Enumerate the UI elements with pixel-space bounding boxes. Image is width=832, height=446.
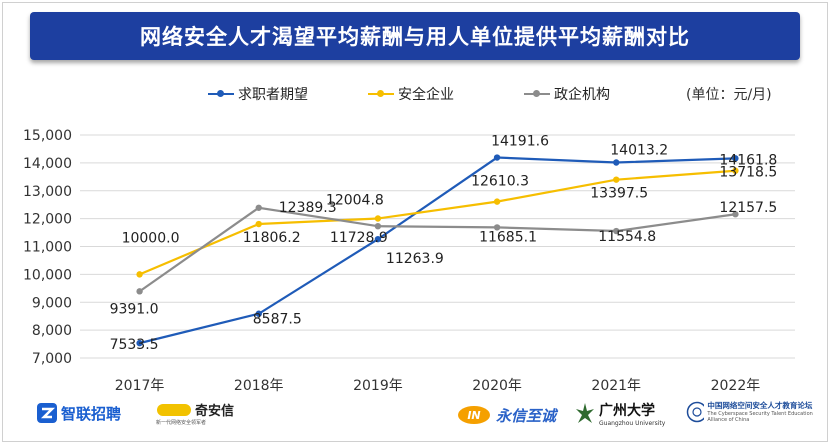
legend-item-enterprise: 安全企业 (368, 84, 454, 104)
legend-marker-government (524, 90, 550, 97)
y-tick-label: 15,000 (23, 128, 72, 144)
data-point (136, 288, 143, 295)
alliance-logo: 中国网络空间安全人才教育论坛 The Cyberspace Security T… (686, 400, 832, 423)
data-point (732, 211, 739, 218)
data-label: 11263.9 (386, 251, 444, 267)
data-point (374, 215, 382, 222)
data-point (255, 204, 262, 211)
data-point (136, 339, 143, 347)
svg-text:IN: IN (467, 409, 480, 422)
data-point (732, 167, 739, 174)
data-label: 9391.0 (110, 301, 159, 317)
data-label: 13397.5 (590, 186, 648, 202)
data-label: 14161.8 (719, 152, 777, 168)
yongxin-logo-text: 永信至诚 (496, 406, 557, 425)
data-label: 10000.0 (122, 230, 180, 246)
y-tick-label: 7,000 (32, 351, 72, 367)
series-line (138, 206, 736, 293)
data-point (493, 198, 501, 205)
legend-item-government: 政企机构 (524, 84, 610, 104)
qianxin-logo-icon (157, 403, 191, 416)
x-tick-label: 2021年 (591, 378, 641, 394)
legend-marker-jobseeker (208, 90, 234, 97)
gzu-logo-subtitle: Guangzhou University (599, 420, 666, 427)
legend-label-jobseeker: 求职者期望 (238, 87, 308, 103)
data-point (732, 155, 739, 162)
series-line (139, 169, 736, 276)
data-label: 11728.9 (330, 230, 388, 246)
y-tick-label: 11,000 (23, 240, 72, 256)
alliance-logo-text: 中国网络空间安全人才教育论坛 (707, 401, 813, 410)
data-label: 12157.5 (719, 200, 777, 216)
x-tick-label: 2017年 (115, 378, 165, 394)
y-tick-label: 9,000 (32, 295, 72, 311)
gzu-logo-text: 广州大学 (599, 403, 655, 419)
y-tick-label: 12,000 (23, 212, 72, 228)
yongxin-logo: IN 永信至诚 (456, 404, 556, 426)
x-tick-label: 2022年 (711, 378, 761, 394)
chart-frame (2, 2, 828, 442)
y-tick-label: 10,000 (23, 267, 72, 283)
data-label: 14013.2 (610, 143, 668, 159)
data-point (493, 154, 501, 161)
chart-title: 网络安全人才渴望平均薪酬与用人单位提供平均薪酬对比 (140, 25, 690, 49)
legend-label-government: 政企机构 (554, 87, 610, 103)
y-tick-label: 14,000 (23, 156, 72, 172)
y-tick-label: 13,000 (23, 184, 72, 200)
data-point (374, 222, 382, 230)
qianxin-logo-text: 奇安信 (195, 404, 235, 419)
data-label: 12004.8 (326, 192, 384, 208)
data-label: 7533.5 (110, 337, 159, 353)
logo-strip: 智联招聘 奇安信 新一代网络安全领军者 IN 永信至诚 广州大学 Guangzh… (0, 396, 832, 442)
data-label: 11685.1 (479, 229, 537, 245)
data-point (374, 235, 382, 243)
legend-label-enterprise: 安全企业 (398, 87, 454, 103)
data-label: 14191.6 (491, 134, 549, 150)
y-tick-label: 8,000 (32, 323, 72, 339)
data-point (255, 310, 262, 317)
alliance-logo-icon (686, 401, 705, 422)
data-label: 11806.2 (243, 230, 301, 246)
gzu-logo: 广州大学 Guangzhou University (574, 400, 665, 427)
legend-item-jobseeker: 求职者期望 (208, 84, 308, 104)
legend: 求职者期望 安全企业 政企机构 (0, 84, 832, 104)
data-point (255, 220, 262, 228)
data-label: 8587.5 (253, 312, 302, 328)
x-tick-label: 2018年 (234, 378, 284, 394)
data-point (136, 271, 143, 278)
series-line (139, 156, 736, 345)
data-point (613, 176, 620, 183)
data-label: 13718.5 (719, 165, 777, 181)
x-tick-label: 2019年 (353, 378, 403, 394)
unit-label: (单位：元/月) (686, 87, 772, 103)
zhilian-logo-text: 智联招聘 (61, 404, 122, 423)
data-point (613, 159, 620, 166)
qianxin-logo-subtitle: 新一代网络安全领军者 (156, 420, 207, 426)
data-label: 12389.3 (279, 200, 337, 216)
alliance-logo-subtitle: The Cyberspace Security Talent Education… (707, 411, 813, 423)
qianxin-logo: 奇安信 新一代网络安全领军者 (156, 400, 234, 426)
gzu-logo-icon (576, 402, 594, 423)
zhilian-logo: 智联招聘 (36, 402, 121, 424)
data-point (493, 224, 501, 231)
title-banner: 网络安全人才渴望平均薪酬与用人单位提供平均薪酬对比 (30, 12, 800, 60)
x-tick-label: 2020年 (472, 378, 522, 394)
data-label: 11554.8 (598, 229, 656, 245)
zhilian-logo-icon (37, 403, 57, 423)
data-label: 12610.3 (471, 174, 529, 190)
data-point (613, 227, 620, 235)
legend-marker-enterprise (368, 90, 394, 97)
yongxin-logo-icon: IN (458, 406, 490, 424)
